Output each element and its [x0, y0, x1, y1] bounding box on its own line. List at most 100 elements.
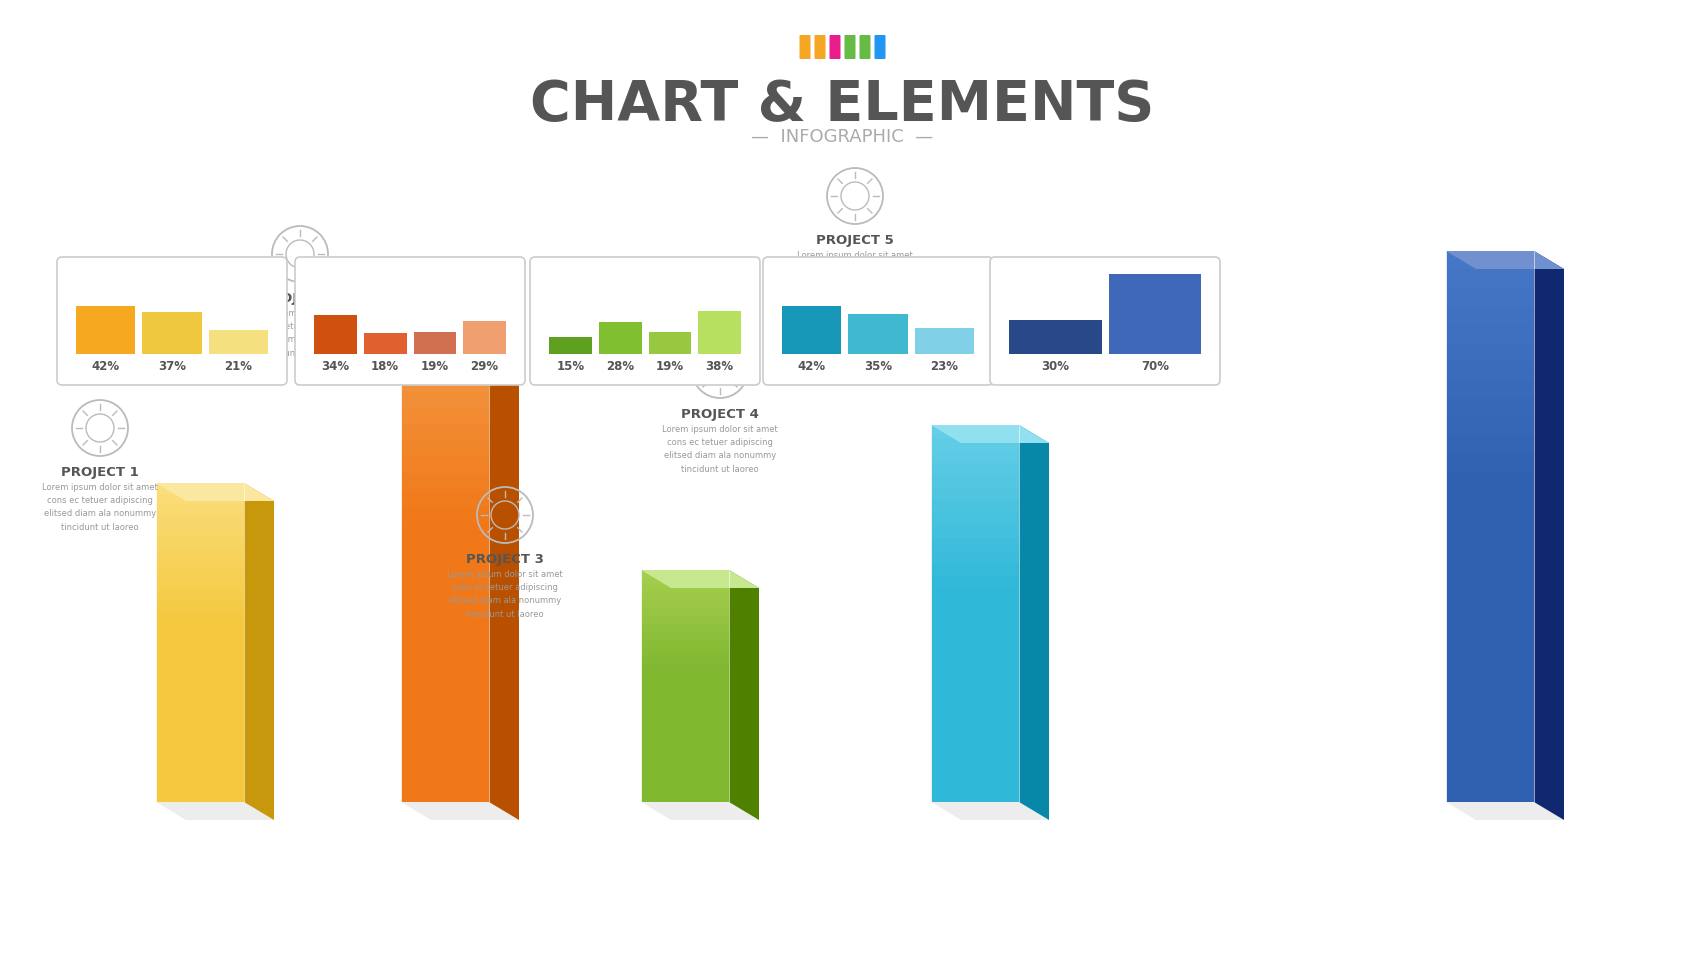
Text: 28%: 28% [607, 361, 634, 373]
Polygon shape [1446, 581, 1533, 600]
Polygon shape [401, 720, 489, 736]
Text: 19%: 19% [421, 361, 448, 373]
Polygon shape [640, 787, 730, 794]
Polygon shape [640, 771, 730, 779]
Polygon shape [157, 525, 244, 536]
Bar [848, 314, 908, 354]
Polygon shape [932, 538, 1019, 551]
Polygon shape [932, 777, 1019, 790]
Polygon shape [640, 756, 730, 763]
Polygon shape [932, 626, 1019, 639]
Polygon shape [1446, 509, 1533, 526]
Text: 29%: 29% [470, 361, 499, 373]
Text: 18%: 18% [371, 361, 399, 373]
Polygon shape [932, 551, 1019, 564]
Polygon shape [640, 640, 730, 648]
Polygon shape [640, 616, 730, 624]
Text: 21%: 21% [224, 361, 253, 373]
Polygon shape [401, 687, 489, 704]
Polygon shape [640, 794, 730, 802]
Polygon shape [1446, 765, 1533, 784]
Polygon shape [401, 572, 489, 588]
Polygon shape [157, 707, 244, 717]
Polygon shape [932, 613, 1019, 626]
Polygon shape [157, 514, 244, 525]
Polygon shape [157, 483, 244, 494]
Polygon shape [1533, 251, 1564, 820]
Polygon shape [932, 564, 1019, 576]
Polygon shape [157, 579, 244, 589]
Polygon shape [640, 593, 730, 601]
Text: 34%: 34% [322, 361, 349, 373]
Polygon shape [640, 732, 730, 740]
Bar [463, 320, 506, 354]
Polygon shape [640, 578, 730, 585]
Polygon shape [401, 654, 489, 670]
Polygon shape [1446, 379, 1533, 398]
Polygon shape [1446, 692, 1533, 710]
Polygon shape [1446, 710, 1533, 728]
Polygon shape [401, 490, 489, 507]
Polygon shape [640, 717, 730, 724]
Polygon shape [157, 770, 244, 781]
Polygon shape [1446, 251, 1564, 269]
Polygon shape [932, 790, 1019, 802]
Polygon shape [1446, 251, 1533, 270]
Polygon shape [1446, 362, 1533, 379]
Bar [598, 322, 642, 354]
Text: 35%: 35% [864, 361, 891, 373]
Polygon shape [932, 576, 1019, 588]
Bar [76, 306, 135, 354]
Bar [364, 333, 406, 354]
Polygon shape [640, 694, 730, 702]
Text: 42%: 42% [91, 361, 120, 373]
Polygon shape [157, 663, 244, 674]
Polygon shape [932, 689, 1019, 702]
Polygon shape [640, 585, 730, 593]
Polygon shape [1446, 490, 1533, 509]
Polygon shape [640, 601, 730, 609]
Text: Lorem ipsum dolor sit amet
cons ec tetuer adipiscing
elitsed diam ala nonummy
ti: Lorem ipsum dolor sit amet cons ec tetue… [243, 309, 357, 358]
Polygon shape [640, 686, 730, 694]
Polygon shape [1446, 747, 1533, 765]
FancyBboxPatch shape [844, 35, 856, 59]
Bar [649, 332, 691, 354]
Polygon shape [932, 726, 1019, 739]
Polygon shape [401, 605, 489, 621]
Polygon shape [1446, 471, 1533, 490]
Polygon shape [401, 309, 519, 327]
Polygon shape [640, 570, 730, 578]
Polygon shape [932, 651, 1019, 663]
Polygon shape [401, 556, 489, 572]
Polygon shape [157, 589, 244, 600]
Polygon shape [157, 611, 244, 621]
Polygon shape [401, 457, 489, 473]
Polygon shape [932, 463, 1019, 475]
Polygon shape [640, 802, 758, 820]
Text: 23%: 23% [930, 361, 959, 373]
Polygon shape [157, 717, 244, 727]
Polygon shape [1446, 398, 1533, 416]
Polygon shape [932, 601, 1019, 613]
Polygon shape [1446, 324, 1533, 343]
Polygon shape [640, 662, 730, 670]
Polygon shape [932, 802, 1050, 820]
Polygon shape [401, 507, 489, 522]
Polygon shape [932, 702, 1019, 714]
Polygon shape [157, 483, 275, 501]
Bar [1109, 274, 1201, 354]
Polygon shape [157, 547, 244, 558]
Polygon shape [157, 600, 244, 611]
Polygon shape [932, 475, 1019, 488]
FancyBboxPatch shape [799, 35, 810, 59]
Polygon shape [401, 374, 489, 391]
FancyBboxPatch shape [295, 257, 526, 385]
Polygon shape [157, 727, 244, 738]
Polygon shape [157, 674, 244, 685]
Polygon shape [1446, 526, 1533, 545]
Polygon shape [640, 609, 730, 616]
Polygon shape [640, 632, 730, 640]
Text: 70%: 70% [1141, 361, 1169, 373]
Polygon shape [401, 342, 489, 359]
FancyBboxPatch shape [829, 35, 841, 59]
